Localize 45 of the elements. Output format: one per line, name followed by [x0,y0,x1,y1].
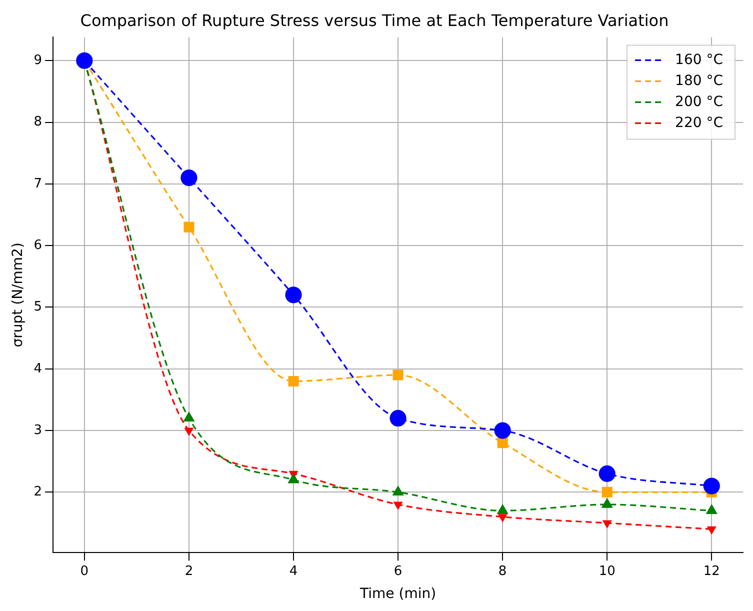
x-tick-label: 8 [498,564,507,579]
y-tick-label: 9 [34,53,42,68]
x-tick-label: 0 [80,564,89,579]
point [498,514,507,522]
point [184,222,194,232]
legend-label: 160 °C [675,52,724,68]
x-axis-title: Time (min) [359,586,436,602]
point [180,169,198,186]
x-tick-label: 2 [184,564,194,579]
point [703,478,720,494]
point [706,504,717,514]
point [76,52,93,69]
point [394,502,402,510]
point [598,465,616,482]
y-tick-label: 5 [34,300,42,315]
y-tick-label: 4 [34,361,42,376]
legend-label: 220 °C [675,114,724,131]
point [494,422,511,439]
x-tick-label: 6 [394,564,402,579]
point [285,286,302,304]
legend-label: 200 °C [675,94,724,110]
point [602,520,612,528]
y-tick-label: 7 [34,176,42,192]
point [392,370,404,380]
point [288,376,299,386]
point [288,474,299,484]
point [390,410,406,426]
point [497,504,508,514]
point [707,526,716,534]
y-axis-title: σrupt (N/mm2) [10,242,26,348]
point [602,486,612,498]
point [497,438,508,448]
y-tick-label: 2 [34,484,42,500]
point [392,486,404,496]
legend-label: 180 °C [675,72,724,89]
x-tick-label: 10 [598,564,616,579]
chart-title: Comparison of Rupture Stress versus Time at Each Temperature Variation [80,10,669,30]
point [184,412,194,422]
y-tick-label: 3 [34,422,42,438]
x-tick-label: 4 [289,564,298,579]
x-tick-label: 12 [703,564,720,579]
y-tick-label: 6 [34,238,42,253]
y-tick-label: 8 [34,114,42,130]
point [184,428,194,436]
point [602,498,612,508]
